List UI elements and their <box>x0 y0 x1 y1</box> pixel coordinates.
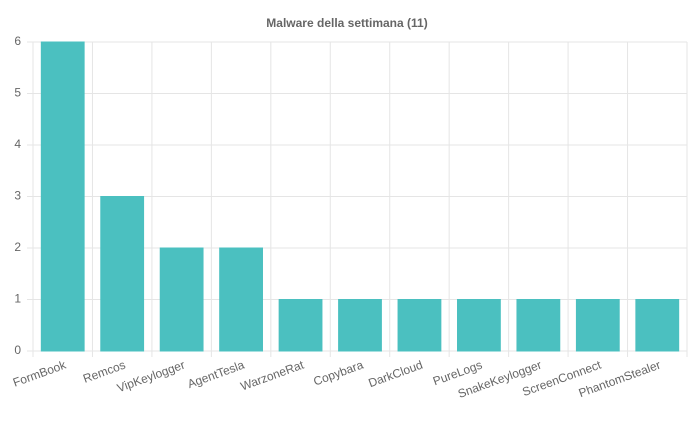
x-tick-label: Copybara <box>311 358 365 389</box>
bar <box>575 299 620 352</box>
x-tick-label: FormBook <box>11 357 69 389</box>
x-tick-label: WarzoneRat <box>239 357 307 393</box>
bar <box>159 247 204 352</box>
bar <box>278 299 323 352</box>
y-tick-label: 0 <box>14 343 21 357</box>
y-tick-label: 3 <box>14 189 21 203</box>
x-tick-label: AgentTesla <box>186 358 247 392</box>
chart-title: Malware della settimana (11) <box>266 16 427 30</box>
y-tick-label: 4 <box>14 137 21 151</box>
bar <box>635 299 680 352</box>
x-tick-label: DarkCloud <box>366 358 424 391</box>
bar <box>516 299 561 352</box>
bar <box>219 247 263 352</box>
y-tick-label: 5 <box>14 86 21 100</box>
bar <box>338 299 382 352</box>
y-tick-label: 2 <box>14 240 21 254</box>
x-tick-label: VipKeylogger <box>115 358 187 395</box>
y-tick-label: 1 <box>14 292 21 306</box>
bar <box>397 299 442 352</box>
y-tick-label: 6 <box>14 34 21 48</box>
bar <box>100 196 145 352</box>
bar <box>40 41 85 352</box>
bar <box>457 299 501 352</box>
